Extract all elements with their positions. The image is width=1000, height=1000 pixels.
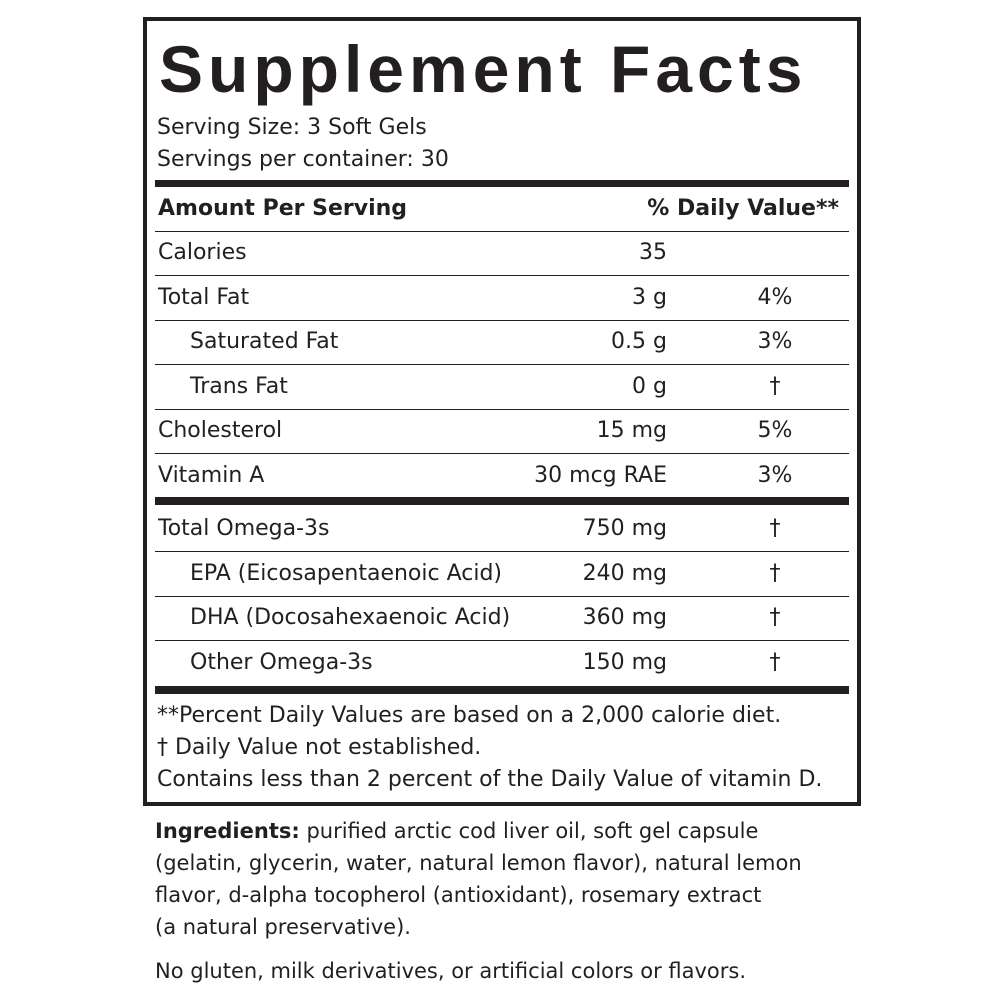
- footnote: Contains less than 2 percent of the Dail…: [157, 767, 823, 792]
- nutrient-name: Calories: [158, 240, 247, 265]
- nutrient-amount: 0.5 g: [611, 329, 667, 354]
- facts-panel: Supplement Facts Serving Size: 3 Soft Ge…: [143, 17, 861, 806]
- ingredients-text: flavor, d-alpha tocopherol (antioxidant)…: [155, 883, 762, 907]
- nutrient-amount: 30 mcg RAE: [534, 462, 667, 488]
- daily-value: †: [769, 649, 781, 675]
- thick-rule: [155, 180, 849, 187]
- header-row: Amount Per Serving % Daily Value**: [155, 187, 849, 232]
- ingredients-text: (gelatin, glycerin, water, natural lemon…: [155, 851, 802, 875]
- thick-rule: [155, 686, 849, 694]
- nutrient-amount: 750 mg: [582, 516, 667, 541]
- header-amount: Amount Per Serving: [158, 196, 408, 221]
- nutrient-name: Vitamin A: [158, 462, 265, 488]
- nutrient-row: Other Omega-3s 150 mg †: [155, 641, 849, 685]
- nutrient-name: Trans Fat: [190, 373, 288, 399]
- ingredients-text: purified arctic cod liver oil, soft gel …: [306, 819, 759, 843]
- footnote: **Percent Daily Values are based on a 2,…: [157, 703, 782, 728]
- ingredients-line: (a natural preservative).: [155, 911, 411, 943]
- daily-value: 3%: [757, 329, 793, 354]
- nutrient-row: DHA (Docosahexaenoic Acid) 360 mg †: [155, 596, 849, 641]
- daily-value: 4%: [757, 284, 793, 310]
- nutrient-name: Cholesterol: [158, 418, 283, 443]
- daily-value: †: [769, 605, 781, 630]
- nutrient-amount: 150 mg: [582, 649, 667, 675]
- nutrient-amount: 15 mg: [596, 418, 667, 443]
- nutrient-row: Saturated Fat 0.5 g 3%: [155, 320, 849, 365]
- ingredients-line: (gelatin, glycerin, water, natural lemon…: [155, 847, 802, 879]
- nutrient-name: Total Fat: [158, 284, 250, 310]
- daily-value: †: [769, 516, 781, 541]
- daily-value: †: [769, 560, 781, 586]
- nutrient-row: EPA (Eicosapentaenoic Acid) 240 mg †: [155, 552, 849, 597]
- servings-per-container: Servings per container: 30: [157, 147, 449, 172]
- footnote: † Daily Value not established.: [157, 735, 482, 760]
- nutrient-name: DHA (Docosahexaenoic Acid): [190, 605, 511, 630]
- title: Supplement Facts: [159, 32, 808, 106]
- nutrient-amount: 240 mg: [582, 560, 667, 586]
- thick-rule: [155, 497, 849, 505]
- nutrient-name: Total Omega-3s: [158, 516, 330, 541]
- nutrient-row: Total Fat 3 g 4%: [155, 276, 849, 321]
- allergen-note: No gluten, milk derivatives, or artifici…: [155, 959, 747, 983]
- nutrient-amount: 3 g: [632, 284, 667, 310]
- daily-value: †: [769, 373, 781, 399]
- nutrient-row: Vitamin A 30 mcg RAE 3%: [155, 454, 849, 498]
- nutrient-row: Cholesterol 15 mg 5%: [155, 409, 849, 454]
- nutrient-name: Other Omega-3s: [190, 649, 373, 675]
- daily-value: 3%: [757, 462, 793, 488]
- ingredients-line: flavor, d-alpha tocopherol (antioxidant)…: [155, 879, 761, 911]
- nutrient-amount: 0 g: [632, 373, 667, 399]
- ingredients-label: Ingredients:: [155, 819, 300, 843]
- ingredients-line: Ingredients: purified arctic cod liver o…: [155, 815, 758, 847]
- nutrient-row: Trans Fat 0 g †: [155, 365, 849, 410]
- ingredients-text: (a natural preservative).: [155, 915, 411, 939]
- nutrient-name: EPA (Eicosapentaenoic Acid): [190, 560, 503, 586]
- daily-value: 5%: [757, 418, 793, 443]
- nutrient-row: Total Omega-3s 750 mg †: [155, 507, 849, 552]
- serving-size: Serving Size: 3 Soft Gels: [157, 115, 427, 140]
- header-dv: % Daily Value**: [647, 196, 839, 221]
- nutrient-name: Saturated Fat: [190, 329, 339, 354]
- nutrient-amount: 35: [639, 240, 667, 265]
- nutrient-amount: 360 mg: [582, 605, 667, 630]
- nutrient-row: Calories 35: [155, 231, 849, 276]
